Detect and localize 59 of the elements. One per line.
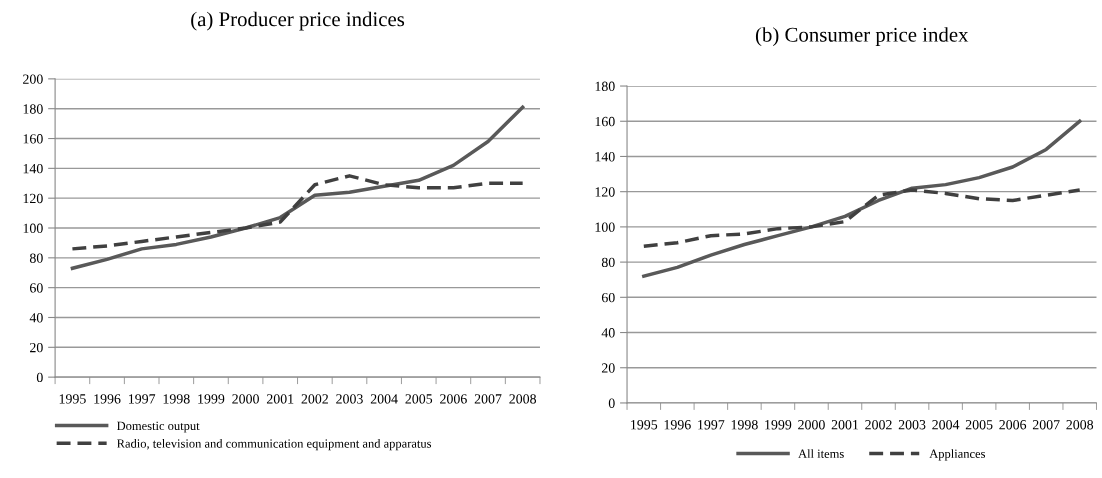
x-tick-label: 1999 — [198, 394, 225, 404]
y-tick-label: 140 — [595, 152, 615, 162]
y-tick-label: 80 — [29, 253, 43, 263]
legend-label: Domestic output — [117, 421, 200, 433]
x-tick-label: 1995 — [59, 394, 86, 404]
y-tick-label: 100 — [23, 223, 43, 233]
y-tick-label: 180 — [595, 81, 615, 91]
x-tick-label: 1996 — [664, 420, 691, 430]
x-tick-label: 1999 — [765, 420, 792, 430]
y-tick-label: 100 — [595, 222, 615, 232]
x-tick-label: 1997 — [129, 394, 156, 404]
y-tick-label: 160 — [23, 134, 43, 144]
x-tick-label: 1997 — [698, 420, 725, 430]
x-tick-label: 2006 — [999, 420, 1027, 430]
x-tick-label: 2001 — [831, 420, 859, 430]
x-tick-label: 2002 — [301, 394, 328, 404]
x-tick-label: 2007 — [474, 394, 502, 404]
y-tick-label: 200 — [23, 74, 43, 84]
line-series — [70, 105, 525, 271]
y-tick-label: 120 — [23, 193, 43, 204]
y-tick-label: 80 — [601, 257, 615, 268]
legend-label: Appliances — [929, 449, 986, 461]
x-tick-label: 2008 — [509, 394, 537, 404]
chart-title: (b) Consumer price index — [755, 27, 969, 47]
x-tick-label: 2004 — [932, 420, 960, 430]
y-tick-label: 60 — [601, 292, 615, 303]
y-tick-label: 20 — [30, 342, 43, 353]
chart-title: (a) Producer price indices — [191, 11, 405, 31]
line-series — [642, 119, 1082, 278]
line-series — [70, 174, 525, 251]
x-tick-label: 2000 — [798, 420, 825, 430]
legend-label: All items — [798, 449, 844, 458]
x-tick-label: 1996 — [94, 394, 121, 404]
y-tick-label: 40 — [601, 328, 615, 338]
x-tick-label: 2005 — [965, 420, 993, 430]
y-tick-label: 120 — [595, 187, 615, 197]
x-tick-label: 2003 — [898, 420, 926, 430]
x-tick-label: 1998 — [731, 420, 758, 430]
y-tick-label: 180 — [23, 104, 43, 114]
y-tick-label: 20 — [601, 363, 615, 373]
y-tick-label: 40 — [29, 313, 43, 323]
y-tick-label: 140 — [23, 163, 43, 174]
line-series — [642, 188, 1082, 248]
x-tick-label: 2005 — [405, 394, 433, 404]
x-tick-label: 2008 — [1066, 420, 1094, 430]
legend-label: Radio, television and communication equipment and apparatus — [117, 438, 432, 451]
x-tick-label: 2007 — [1032, 420, 1060, 430]
x-tick-label: 2006 — [440, 394, 467, 404]
x-tick-label: 2000 — [232, 394, 259, 404]
x-tick-label: 1998 — [163, 394, 190, 404]
x-tick-label: 1995 — [631, 420, 658, 430]
x-tick-label: 2001 — [266, 394, 294, 404]
y-tick-label: 0 — [36, 372, 43, 383]
y-tick-label: 60 — [30, 283, 43, 293]
y-tick-label: 0 — [608, 398, 615, 408]
x-tick-label: 2004 — [370, 394, 398, 404]
x-tick-label: 2003 — [336, 394, 363, 404]
x-tick-label: 2002 — [865, 420, 892, 430]
y-tick-label: 160 — [595, 116, 615, 127]
